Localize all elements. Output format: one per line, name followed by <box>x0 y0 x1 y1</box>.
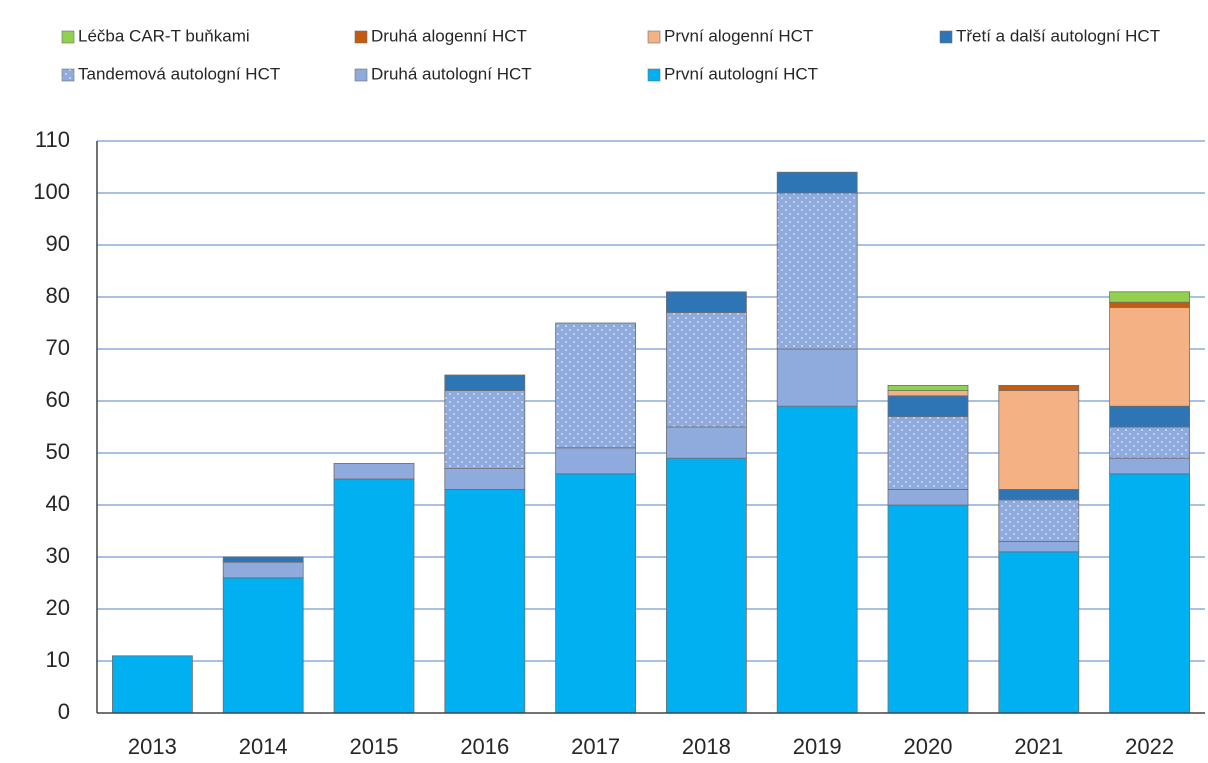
bar-segment <box>1109 301 1190 308</box>
x-tick-label: 2020 <box>904 734 953 759</box>
bar-segment <box>444 374 526 392</box>
bar-segment <box>776 405 858 714</box>
bar-segment <box>998 488 1080 501</box>
bar-segment <box>887 416 969 490</box>
bar-segment <box>998 551 1080 714</box>
x-tick-label: 2018 <box>682 734 731 759</box>
bar-segment <box>998 541 1080 553</box>
x-tick-label: 2021 <box>1014 734 1063 759</box>
bar-segment <box>1109 426 1190 459</box>
legend-swatch <box>647 68 661 82</box>
legend-swatch <box>61 68 75 82</box>
bar-segment <box>666 426 747 459</box>
legend-label: Druhá autologní HCT <box>371 64 532 83</box>
y-tick-label: 50 <box>46 439 70 464</box>
bar-segment <box>555 447 636 475</box>
x-tick-label: 2022 <box>1125 734 1174 759</box>
bar-segment <box>222 561 304 579</box>
y-tick-label: 110 <box>35 127 70 152</box>
legend-label: Tandemová autologní HCT <box>78 64 280 83</box>
bar-segment <box>555 322 636 449</box>
bar-segment <box>222 577 304 714</box>
legend-label: Léčba CAR-T buňkami <box>78 26 250 45</box>
legend-label: První autologní HCT <box>664 64 818 83</box>
x-tick-label: 2013 <box>128 734 177 759</box>
bar-segment <box>998 384 1080 391</box>
x-tick-label: 2017 <box>571 734 620 759</box>
legend-swatch <box>354 68 368 82</box>
bar-segment <box>444 488 526 714</box>
bar-segment <box>1109 405 1190 428</box>
y-tick-label: 40 <box>46 491 70 516</box>
bar-segment <box>998 499 1080 542</box>
bar-segment <box>887 384 969 391</box>
y-tick-label: 0 <box>58 699 70 724</box>
y-tick-label: 80 <box>46 283 70 308</box>
y-tick-label: 20 <box>46 595 70 620</box>
bar-segment <box>887 395 969 417</box>
bar-segment <box>444 468 526 490</box>
bar-segment <box>998 390 1080 490</box>
bar-segment <box>333 462 415 480</box>
legend-swatch <box>61 30 75 44</box>
bar-segment <box>776 171 858 194</box>
y-tick-label: 30 <box>46 543 70 568</box>
bar-segment <box>112 655 193 714</box>
legend-label: Druhá alogenní HCT <box>371 26 527 45</box>
x-tick-label: 2019 <box>793 734 842 759</box>
y-tick-label: 100 <box>33 179 70 204</box>
y-tick-label: 90 <box>46 231 70 256</box>
x-tick-label: 2016 <box>460 734 509 759</box>
bar-segment <box>776 192 858 350</box>
legend-label: Třetí a další autologní HCT <box>956 26 1160 45</box>
bar-segment <box>666 457 747 714</box>
bar-segment <box>1109 457 1190 475</box>
bar-segment <box>666 312 747 428</box>
x-tick-label: 2014 <box>239 734 288 759</box>
legend-swatch <box>354 30 368 44</box>
legend-swatch <box>939 30 953 44</box>
bar-segment <box>1109 291 1190 303</box>
bar-segment <box>887 488 969 506</box>
bar-segment <box>666 291 747 313</box>
y-tick-label: 10 <box>46 647 70 672</box>
bar-segment <box>776 348 858 407</box>
bar-segment <box>887 390 969 397</box>
y-tick-label: 70 <box>46 335 70 360</box>
bar-segment <box>444 390 526 470</box>
bar-segment <box>555 473 636 714</box>
bar-segment <box>222 556 304 563</box>
bar-segment <box>333 478 415 714</box>
x-tick-label: 2015 <box>350 734 399 759</box>
y-tick-label: 60 <box>46 387 70 412</box>
bar-segment <box>1109 473 1190 714</box>
legend-label: První alogenní HCT <box>664 26 813 45</box>
bar-segment <box>887 504 969 714</box>
bar-segment <box>1109 306 1190 407</box>
legend-swatch <box>647 30 661 44</box>
